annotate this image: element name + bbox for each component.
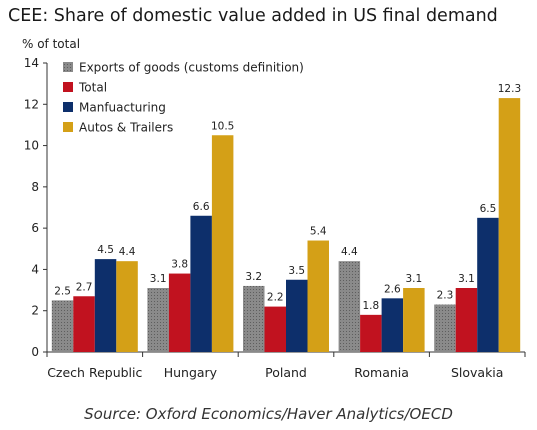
y-tick-label: 12 [24,97,39,111]
chart-legend: Exports of goods (customs definition) Tot… [63,61,304,135]
bar-value-label: 3.1 [150,273,167,285]
x-axis: Czech Republic Hungary Poland Romania Slovak… [46,351,526,380]
bar [307,240,329,352]
legend-label: Autos & Trailers [79,121,173,135]
y-tick-label: 0 [31,345,39,359]
bar-series-group: 2.5 2.7 4.5 4.4 3.1 3.8 6.6 10.5 3.2 2.2 3.5 5.4 4.4… [51,83,521,352]
x-category-label: Hungary [164,365,218,380]
bar-value-label: 4.4 [341,246,358,258]
bar [211,135,234,352]
bar-value-label: 6.5 [480,203,497,215]
legend-swatch [63,82,73,92]
bar [434,304,456,352]
bar [360,314,382,352]
chart-title: CEE: Share of domestic value added in US… [8,6,498,26]
bar [116,261,138,352]
bar [243,285,265,352]
x-category-label: Czech Republic [47,365,142,380]
bar-value-label: 4.5 [97,244,114,256]
bar [498,98,521,352]
bar-value-label: 12.3 [498,83,521,95]
x-category-label: Slovakia [451,365,503,380]
legend-swatch [63,102,73,112]
x-category-label: Poland [265,365,307,380]
y-axis: 0 2 4 6 8 10 12 14 [24,56,48,359]
bar-value-label: 6.6 [193,201,210,213]
bar [51,300,74,352]
bar-value-label: 3.2 [245,271,262,283]
legend-label: Total [78,81,107,95]
bar [264,306,286,352]
bar-value-label: 2.3 [437,290,454,302]
bar-value-label: 3.1 [405,273,422,285]
y-axis-unit-label: % of total [22,37,81,51]
bar [147,288,169,352]
bar-value-label: 2.7 [76,281,93,293]
y-tick-label: 14 [24,56,39,70]
bar-value-label: 2.6 [384,283,401,295]
x-category-label: Romania [354,365,409,380]
y-tick-label: 10 [24,139,39,153]
y-tick-label: 2 [31,304,39,318]
bar-value-label: 10.5 [211,120,234,132]
bar-value-label: 3.1 [458,273,475,285]
bar [338,261,361,352]
bar-value-label: 1.8 [362,300,379,312]
source-note: Source: Oxford Economics/Haver Analytics… [84,405,453,423]
bar-value-label: 2.2 [267,292,284,304]
y-tick-label: 4 [31,262,39,276]
bar [190,215,212,352]
bar [477,217,499,352]
bar [403,288,425,352]
y-tick-label: 8 [31,180,39,194]
bar [94,259,117,352]
bar [381,298,404,352]
bar [73,296,95,352]
bar-value-label: 2.5 [54,285,71,297]
bar-value-label: 3.5 [288,265,305,277]
bar-chart: 0 2 4 6 8 10 12 14 Czech Republic Hungary Poland R… [24,56,526,380]
bar-value-label: 3.8 [171,259,188,271]
y-tick-label: 6 [31,221,39,235]
bar [168,273,191,352]
bar [455,288,478,352]
bar [286,279,308,352]
legend-swatch [63,122,73,132]
bar-value-label: 5.4 [310,226,327,238]
legend-swatch [63,62,73,72]
bar-value-label: 4.4 [119,246,136,258]
legend-label: Exports of goods (customs definition) [79,61,304,75]
legend-label: Manfuacturing [79,101,166,115]
